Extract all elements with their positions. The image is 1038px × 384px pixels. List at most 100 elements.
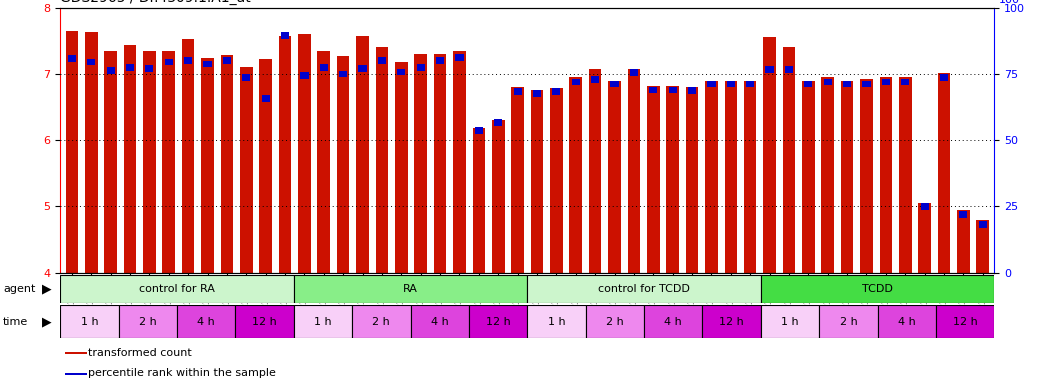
Text: 12 h: 12 h: [953, 316, 978, 327]
Bar: [494, 119, 502, 126]
Bar: [514, 88, 522, 95]
Bar: [107, 67, 114, 74]
Bar: [649, 86, 657, 93]
Bar: [746, 81, 755, 87]
Bar: [411, 305, 469, 338]
Bar: [937, 73, 951, 273]
Text: 4 h: 4 h: [898, 316, 916, 327]
Text: GDS2965 / Dr.4309.1.A1_at: GDS2965 / Dr.4309.1.A1_at: [60, 0, 251, 5]
Bar: [320, 64, 328, 71]
Bar: [414, 54, 427, 273]
Bar: [688, 87, 696, 94]
Bar: [300, 72, 308, 79]
Bar: [940, 74, 948, 81]
Bar: [469, 305, 527, 338]
Text: 2 h: 2 h: [139, 316, 157, 327]
Bar: [821, 77, 834, 273]
Text: 4 h: 4 h: [431, 316, 448, 327]
Bar: [512, 87, 524, 273]
Bar: [236, 305, 294, 338]
Bar: [492, 120, 504, 273]
Bar: [843, 81, 851, 87]
Text: RA: RA: [403, 284, 418, 294]
Bar: [725, 81, 737, 273]
Bar: [184, 57, 192, 64]
Bar: [298, 34, 310, 273]
Bar: [703, 305, 761, 338]
Bar: [87, 59, 95, 65]
Bar: [761, 275, 994, 303]
Bar: [240, 67, 252, 273]
Bar: [337, 56, 350, 273]
Bar: [294, 305, 352, 338]
Bar: [143, 51, 156, 273]
Bar: [585, 305, 644, 338]
Bar: [959, 211, 967, 218]
Text: 12 h: 12 h: [252, 316, 277, 327]
Bar: [552, 88, 561, 95]
Bar: [863, 81, 871, 87]
Text: 1 h: 1 h: [782, 316, 799, 327]
Bar: [763, 37, 775, 273]
Bar: [761, 305, 819, 338]
Bar: [223, 57, 231, 64]
Bar: [436, 57, 444, 64]
Text: agent: agent: [3, 284, 35, 294]
Text: transformed count: transformed count: [88, 348, 192, 358]
Text: 1 h: 1 h: [81, 316, 99, 327]
Text: 1 h: 1 h: [315, 316, 332, 327]
Bar: [919, 203, 931, 273]
Bar: [221, 55, 234, 273]
Bar: [352, 305, 411, 338]
Bar: [666, 86, 679, 273]
Bar: [395, 62, 408, 273]
Bar: [398, 69, 406, 75]
Bar: [472, 128, 485, 273]
Bar: [610, 81, 619, 87]
Bar: [877, 305, 936, 338]
Bar: [819, 305, 877, 338]
Bar: [60, 305, 118, 338]
Bar: [201, 58, 214, 273]
Bar: [65, 31, 78, 273]
Bar: [124, 45, 136, 273]
Text: ▶: ▶: [42, 315, 51, 328]
Bar: [550, 88, 563, 273]
Text: 12 h: 12 h: [486, 316, 511, 327]
Bar: [176, 305, 236, 338]
Text: control for TCDD: control for TCDD: [598, 284, 690, 294]
Bar: [60, 275, 294, 303]
Bar: [358, 65, 366, 72]
Bar: [527, 305, 585, 338]
Bar: [126, 64, 134, 71]
Bar: [104, 51, 117, 273]
Bar: [182, 40, 194, 273]
Bar: [686, 87, 699, 273]
Bar: [668, 86, 677, 93]
Bar: [936, 305, 994, 338]
Bar: [145, 65, 154, 72]
Bar: [165, 59, 173, 65]
Bar: [785, 66, 793, 73]
Text: control for RA: control for RA: [139, 284, 215, 294]
Bar: [765, 66, 773, 73]
Bar: [744, 81, 757, 273]
Text: 2 h: 2 h: [373, 316, 390, 327]
Bar: [628, 69, 640, 273]
Bar: [279, 35, 292, 273]
Text: 2 h: 2 h: [840, 316, 857, 327]
Bar: [434, 54, 446, 273]
Bar: [705, 81, 717, 273]
Bar: [802, 81, 815, 273]
Bar: [262, 95, 270, 102]
Bar: [823, 79, 831, 85]
Text: 100°: 100°: [999, 0, 1026, 5]
Text: 1 h: 1 h: [548, 316, 566, 327]
Text: ▶: ▶: [42, 283, 51, 295]
Bar: [899, 77, 911, 273]
Bar: [376, 47, 388, 273]
Bar: [647, 86, 659, 273]
Bar: [530, 91, 543, 273]
Bar: [203, 61, 212, 67]
Bar: [589, 69, 601, 273]
